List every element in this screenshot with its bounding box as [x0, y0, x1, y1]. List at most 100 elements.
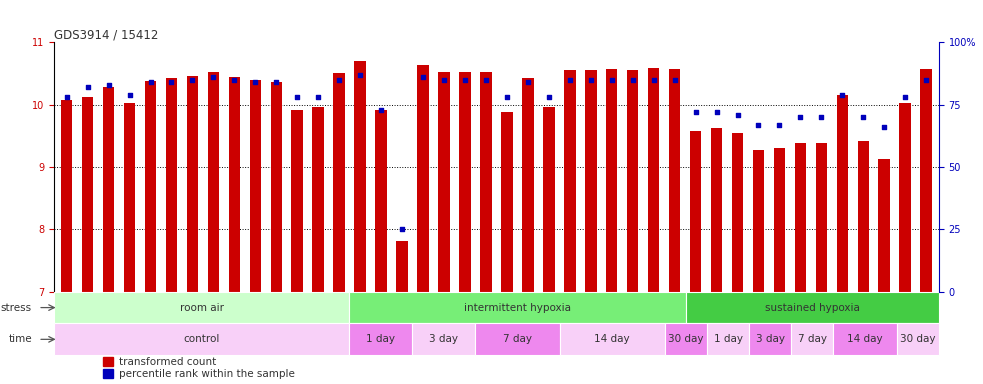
Text: transformed count: transformed count [119, 357, 216, 367]
Bar [606, 69, 617, 292]
Bar [292, 109, 303, 292]
Point [835, 91, 850, 98]
Bar [896, 323, 939, 355]
Bar [355, 61, 366, 292]
Point [226, 76, 242, 83]
Bar [879, 159, 890, 292]
Point [499, 94, 515, 100]
Point [59, 94, 75, 100]
Bar [665, 323, 707, 355]
Bar [648, 68, 660, 292]
Bar [270, 82, 282, 292]
Bar [899, 103, 911, 292]
Bar [707, 323, 749, 355]
Point [457, 76, 473, 83]
Point [478, 76, 493, 83]
Bar [124, 103, 136, 292]
Text: 7 day: 7 day [503, 334, 532, 344]
Bar [476, 323, 559, 355]
Point [268, 79, 284, 85]
Point [792, 114, 808, 120]
Text: 1 day: 1 day [366, 334, 395, 344]
Text: 30 day: 30 day [668, 334, 704, 344]
Text: 14 day: 14 day [595, 334, 630, 344]
Point [877, 124, 893, 130]
Point [163, 79, 179, 85]
Bar [187, 76, 199, 292]
Point [688, 109, 704, 115]
Text: 3 day: 3 day [430, 334, 458, 344]
Point [520, 79, 536, 85]
Bar [480, 72, 492, 292]
Point [583, 76, 599, 83]
Point [814, 114, 830, 120]
Bar [627, 70, 638, 292]
Text: control: control [183, 334, 220, 344]
Text: 3 day: 3 day [756, 334, 784, 344]
Point [331, 76, 347, 83]
Bar [417, 65, 429, 292]
Point [100, 81, 116, 88]
Point [729, 111, 745, 118]
Bar [376, 109, 387, 292]
Point [185, 76, 201, 83]
Bar [54, 323, 349, 355]
Bar [774, 148, 785, 292]
Bar [731, 133, 743, 292]
Bar [690, 131, 701, 292]
Point [666, 76, 682, 83]
Bar [459, 72, 471, 292]
Point [289, 94, 305, 100]
Bar [791, 323, 834, 355]
Text: time: time [8, 334, 31, 344]
Point [625, 76, 641, 83]
Text: room air: room air [180, 303, 223, 313]
Bar [313, 107, 324, 292]
Bar [349, 292, 686, 323]
Point [855, 114, 871, 120]
Point [709, 109, 724, 115]
Bar [543, 107, 554, 292]
Point [143, 79, 158, 85]
Point [604, 76, 619, 83]
Text: 14 day: 14 day [847, 334, 883, 344]
Point [311, 94, 326, 100]
Point [80, 84, 95, 90]
Point [248, 79, 263, 85]
Point [205, 74, 221, 80]
Bar [102, 357, 113, 366]
Text: 7 day: 7 day [798, 334, 827, 344]
Bar [166, 78, 177, 292]
Point [646, 76, 662, 83]
Bar [794, 143, 806, 292]
Text: sustained hypoxia: sustained hypoxia [765, 303, 860, 313]
Bar [585, 70, 597, 292]
Bar [250, 79, 261, 292]
Text: 1 day: 1 day [714, 334, 742, 344]
Bar [837, 95, 848, 292]
Bar [920, 69, 932, 292]
Bar [82, 97, 93, 292]
Bar [857, 141, 869, 292]
Text: percentile rank within the sample: percentile rank within the sample [119, 369, 295, 379]
Bar [564, 70, 576, 292]
Bar [438, 72, 450, 292]
Point [352, 71, 368, 78]
Bar [396, 240, 408, 292]
Bar [668, 69, 680, 292]
Point [374, 106, 389, 113]
Point [122, 91, 138, 98]
Text: GDS3914 / 15412: GDS3914 / 15412 [54, 28, 158, 41]
Bar [501, 112, 513, 292]
Bar [333, 73, 345, 292]
Point [918, 76, 934, 83]
Bar [753, 149, 764, 292]
Bar [145, 81, 156, 292]
Bar [834, 323, 896, 355]
Point [415, 74, 431, 80]
Bar [229, 77, 240, 292]
Point [772, 121, 787, 127]
Bar [559, 323, 665, 355]
Text: 30 day: 30 day [900, 334, 936, 344]
Bar [102, 369, 113, 378]
